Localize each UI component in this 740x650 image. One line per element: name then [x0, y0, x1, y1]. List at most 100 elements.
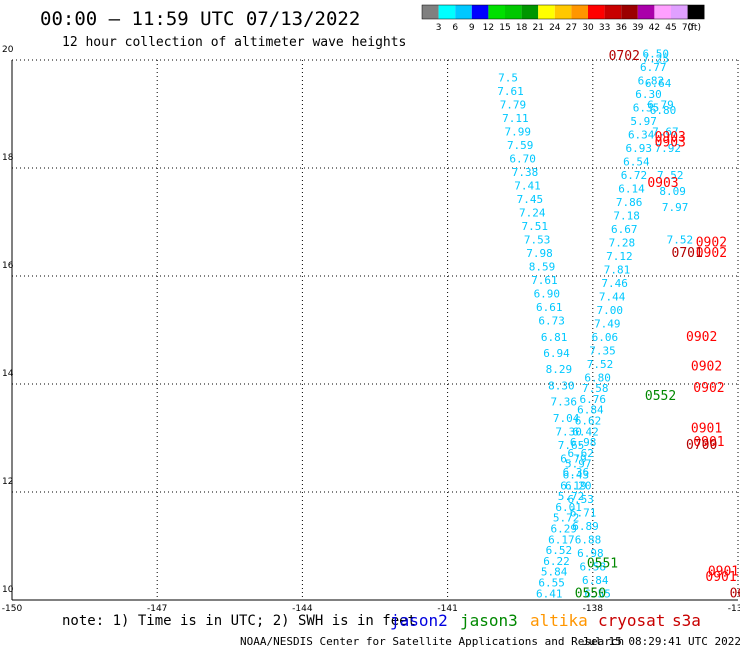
colorbar-swatch	[588, 5, 605, 19]
wave-height-point: 7.18	[613, 209, 640, 222]
pass-time-label: 0901	[708, 565, 739, 580]
wave-height-point: 6.73	[538, 315, 565, 328]
colorbar-swatch	[621, 5, 638, 19]
wave-height-point: 6.84	[577, 404, 604, 417]
chart-title: 00:00 – 11:59 UTC 07/13/2022	[40, 8, 360, 30]
satellite-legend: jason2 jason3 altika cryosat s3a	[390, 611, 701, 630]
wave-height-point: 6.42	[572, 425, 599, 438]
colorbar-swatch	[521, 5, 539, 19]
wave-height-point: 6.84	[582, 574, 609, 587]
wave-height-point: 5.84	[541, 566, 568, 579]
colorbar-tick-label: (ft)	[687, 23, 701, 33]
wave-height-point: 6.55	[538, 577, 565, 590]
wave-height-point: 7.35	[589, 344, 616, 357]
colorbar-tick-label: 18	[516, 23, 528, 33]
legend-entry-s3a: s3a	[672, 611, 701, 630]
wave-height-point: 5.97	[630, 115, 657, 128]
wave-height-point: 7.98	[526, 247, 553, 260]
wave-height-point: 8.29	[546, 363, 573, 376]
colorbar-swatch	[455, 5, 472, 19]
pass-time-label: 0701	[672, 246, 703, 261]
wave-height-point: 7.92	[655, 142, 682, 155]
wave-height-point: 6.20	[565, 479, 592, 492]
wave-height-point: 7.38	[512, 166, 539, 179]
colorbar-tick-label: 45	[665, 23, 676, 33]
pass-time-label: 0550	[575, 586, 606, 601]
colorbar-swatch	[488, 5, 505, 19]
wave-height-point: 6.82	[638, 74, 665, 87]
colorbar-tick-label: 9	[469, 23, 475, 33]
tick-labels: -150 -147 -144 -141 -138 -135 10 12 14 16 18 20	[2, 45, 740, 614]
wave-height-point: 7.53	[524, 234, 551, 247]
colorbar-tick-label: 12	[483, 23, 494, 33]
colorbar-tick-label: 21	[532, 23, 543, 33]
colorbar-swatch	[637, 5, 655, 19]
wave-height-point: 7.86	[616, 196, 643, 209]
footer-credit: NOAA/NESDIS Center for Satellite Applica…	[240, 635, 624, 648]
data-points: 6.416.555.846.226.526.176.295.726.015.72…	[497, 47, 693, 600]
colorbar-swatch	[554, 5, 572, 19]
wave-height-point: 6.90	[534, 288, 561, 301]
pass-time-label: 0551	[587, 557, 618, 572]
y-tick-label: 12	[2, 477, 13, 487]
wave-height-point: 6.01	[555, 501, 582, 514]
colorbar-tick-label: 24	[549, 23, 561, 33]
colorbar-swatch	[654, 5, 671, 19]
wave-height-point: 7.36	[551, 396, 578, 409]
pass-time-label: 0902	[686, 330, 717, 345]
colorbar-frame	[421, 4, 705, 20]
wave-height-point: 7.5	[498, 72, 518, 85]
wave-height-point: 6.34	[628, 128, 655, 141]
x-tick-label: -144	[292, 604, 313, 614]
wave-height-point: 6.58	[580, 560, 607, 573]
plot-area: -150 -147 -144 -141 -138 -135 10 12 14 16 18 20 6.4…	[2, 45, 740, 614]
colorbar-tick-label: 42	[649, 23, 660, 33]
wave-height-point: 6.98	[577, 547, 604, 560]
footer-timestamp: Jul 15 08:29:41 UTC 2022	[582, 635, 740, 648]
pass-time-label: 0901	[691, 422, 722, 437]
legend-entry-altika: altika	[530, 611, 588, 630]
wave-height-point: 6.17	[548, 533, 575, 546]
colorbar-swatch	[471, 5, 489, 19]
wave-height-point: 7.52	[587, 358, 614, 371]
wave-height-point: 6.06	[592, 331, 619, 344]
wave-height-point: 7.49	[594, 317, 621, 330]
y-tick-label: 16	[2, 261, 14, 271]
wave-height-point: 6.64	[645, 77, 672, 90]
footer-note: note: 1) Time is in UTC; 2) SWH is in fe…	[62, 613, 416, 629]
wave-height-point: 6.62	[575, 415, 602, 428]
wave-height-point: 6.72	[621, 169, 648, 182]
legend-entry-cryosat: cryosat	[598, 611, 665, 630]
wave-height-point: 7.45	[517, 193, 544, 206]
wave-height-point: 7.30	[555, 425, 582, 438]
wave-height-point: 7.04	[553, 412, 580, 425]
wave-height-point: 6.93	[626, 142, 653, 155]
colorbar-swatch	[571, 5, 588, 19]
colorbar-swatch	[604, 5, 622, 19]
wave-height-point: 5.72	[558, 490, 585, 503]
colorbar-tick-label: 15	[499, 23, 510, 33]
wave-height-point: 7.58	[582, 382, 609, 395]
colorbar-swatch	[505, 5, 522, 19]
wave-height-point: 8.30	[548, 379, 575, 392]
wave-height-point: 8.09	[659, 185, 686, 198]
pass-time-label: 0903	[655, 130, 686, 145]
wave-height-point: 6.79	[560, 452, 587, 465]
wave-height-point: 7.61	[531, 274, 558, 287]
wave-height-point: 7.81	[604, 263, 631, 276]
wave-height-point: 7.41	[514, 180, 541, 193]
pass-time-label: 0659	[730, 586, 740, 601]
pass-time-label: 0902	[696, 246, 727, 261]
wave-height-point: 7.52	[667, 234, 694, 247]
colorbar-tick-label: 3	[436, 23, 442, 33]
wave-height-point: 7.11	[502, 112, 529, 125]
wave-height-point: 6.80	[650, 104, 677, 117]
x-tick-label: -141	[437, 604, 457, 614]
wave-height-point: 6.76	[580, 393, 607, 406]
legend-entry-jason2: jason2	[390, 611, 448, 630]
colorbar-tick-label: 36	[615, 23, 627, 33]
wave-height-point: 7.61	[497, 85, 524, 98]
wave-height-point: 7.67	[652, 126, 679, 139]
wave-height-point: 5.72	[553, 512, 580, 525]
